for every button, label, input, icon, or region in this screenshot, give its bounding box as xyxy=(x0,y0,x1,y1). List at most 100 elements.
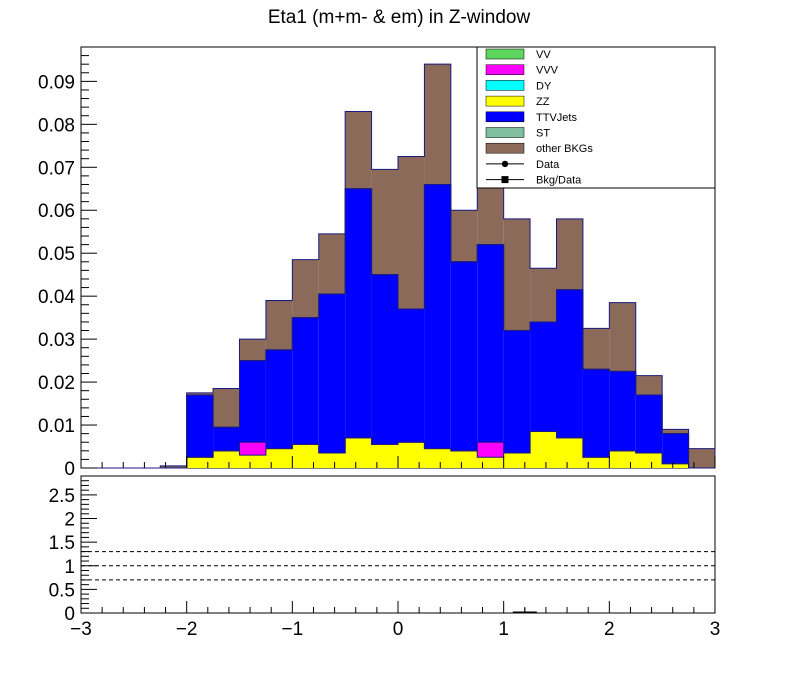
ratio-y-tick-label: 1.5 xyxy=(49,533,75,554)
y-tick-label: 0.07 xyxy=(38,158,75,179)
stack-bar-zz xyxy=(292,444,319,468)
stack-bar-other-bkgs xyxy=(186,392,214,395)
ratio-y-tick-label: 2 xyxy=(64,510,75,531)
legend-label: other BKGs xyxy=(536,143,593,155)
stack-bar-zz xyxy=(186,457,214,468)
stack-bar-zz xyxy=(609,450,636,468)
stack-bar-other-bkgs xyxy=(556,218,583,290)
legend-label: ST xyxy=(536,128,550,140)
stack-bar-zz xyxy=(477,457,504,468)
ratio-y-tick-label: 2.5 xyxy=(49,486,75,507)
stack-bar-zz xyxy=(265,448,293,468)
stack-bar-ttvjets xyxy=(582,369,610,458)
stack-bar-ttvjets xyxy=(503,330,531,453)
y-tick-label: 0.05 xyxy=(38,244,75,265)
stack-bar-zz xyxy=(635,452,663,468)
stack-bar-zz xyxy=(582,457,610,468)
y-tick-label: 0 xyxy=(64,459,75,480)
x-tick-label: 0 xyxy=(393,619,404,640)
stack-bar-ttvjets xyxy=(635,394,663,453)
stack-bar-zz xyxy=(398,442,425,468)
stack-bar-ttvjets xyxy=(450,261,478,451)
legend-label: DY xyxy=(536,80,552,92)
legend-swatch xyxy=(485,111,525,123)
x-tick-label: −1 xyxy=(281,619,303,640)
stack-bar-other-bkgs xyxy=(292,259,319,318)
stack-bar-ttvjets xyxy=(371,274,398,445)
stack-bar-ttvjets xyxy=(609,371,636,451)
stack-bar-zz xyxy=(556,437,583,468)
ratio-y-tick-label: 0.5 xyxy=(49,580,75,601)
ratio-frame xyxy=(80,475,716,614)
legend-swatch xyxy=(485,64,525,75)
stack-bar-ttvjets xyxy=(292,317,319,445)
y-tick-label: 0.01 xyxy=(38,416,75,437)
stack-bar-other-bkgs xyxy=(688,448,715,468)
stack-bar-zz xyxy=(239,455,266,468)
ratio-y-tick-label: 1 xyxy=(64,557,75,578)
legend-label: ZZ xyxy=(536,96,550,108)
stack-bar-other-bkgs xyxy=(662,429,689,434)
y-tick-label: 0.08 xyxy=(38,115,75,136)
stack-bar-other-bkgs xyxy=(635,375,663,395)
stack-bar-ttvjets xyxy=(530,321,557,432)
stack-bar-other-bkgs xyxy=(450,210,478,262)
stack-bar-other-bkgs xyxy=(371,169,398,275)
x-tick-label: −3 xyxy=(70,619,92,640)
y-tick-label: 0.02 xyxy=(38,373,75,394)
stack-bar-ttvjets xyxy=(662,433,689,464)
stack-bar-zz xyxy=(450,450,478,468)
stack-bar-zz xyxy=(503,452,531,468)
stack-bar-other-bkgs xyxy=(530,268,557,322)
legend-marker-circle xyxy=(501,160,509,168)
x-tick-label: −2 xyxy=(176,619,198,640)
stack-bar-ttvjets xyxy=(345,188,372,438)
stack-bar-ttvjets xyxy=(186,394,214,458)
stack-bar-ttvjets xyxy=(265,349,293,449)
stack-bar-ttvjets xyxy=(556,289,583,438)
stack-bar-ttvjets xyxy=(424,184,451,449)
y-tick-label: 0.03 xyxy=(38,330,75,351)
stack-bar-other-bkgs xyxy=(582,328,610,370)
legend-swatch xyxy=(485,80,525,91)
legend-swatch xyxy=(485,48,525,60)
stack-bar-other-bkgs xyxy=(213,388,240,428)
stack-bar-other-bkgs xyxy=(345,111,372,189)
y-tick-label: 0.06 xyxy=(38,201,75,222)
legend-swatch xyxy=(485,142,525,154)
legend-marker-square xyxy=(501,176,509,184)
stack-bar-vvv xyxy=(477,442,504,458)
stack-bar-ttvjets xyxy=(398,309,425,443)
stack-bar-ttvjets xyxy=(213,427,240,451)
stack-bar-zz xyxy=(318,452,346,468)
stack-bar-other-bkgs xyxy=(609,302,636,372)
stack-bar-other-bkgs xyxy=(398,156,425,310)
ratio-panel: −3 −2 −1 0 1 2 300.511.522.5 xyxy=(49,475,721,640)
stack-bar-ttvjets xyxy=(318,294,346,453)
stack-bar-other-bkgs xyxy=(265,300,293,350)
legend-label: Bkg/Data xyxy=(536,175,582,187)
legend-label: VV xyxy=(536,49,551,61)
legend-label: Data xyxy=(536,159,560,171)
stack-bar-ttvjets xyxy=(477,244,504,443)
stack-bar-ttvjets xyxy=(239,360,266,443)
stack-bar-zz xyxy=(371,444,398,468)
x-tick-label: 2 xyxy=(604,619,615,640)
stack-outline-other-bkgs xyxy=(81,63,716,469)
stack-bar-zz xyxy=(424,448,451,468)
stack-bar-zz xyxy=(662,463,689,468)
stack-bar-other-bkgs xyxy=(160,465,187,468)
legend-label: VVV xyxy=(536,65,559,77)
stack-outline-st xyxy=(81,183,715,469)
y-tick-label: 0.04 xyxy=(38,287,75,308)
x-tick-label: 1 xyxy=(498,619,509,640)
legend-label: TTVJets xyxy=(536,112,577,124)
x-tick-label: 3 xyxy=(710,619,721,640)
ratio-y-tick-label: 0 xyxy=(64,604,75,625)
stack-bar-zz xyxy=(530,431,557,468)
chart-title: Eta1 (m+m- & em) in Z-window xyxy=(268,7,531,28)
stack-bar-zz xyxy=(213,450,240,468)
stack-bar-other-bkgs xyxy=(424,64,451,185)
